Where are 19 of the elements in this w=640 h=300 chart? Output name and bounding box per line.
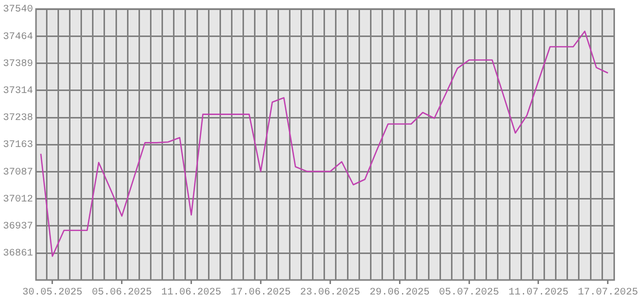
x-tick-label: 17.07.2025 (578, 288, 638, 299)
x-tick-label: 17.06.2025 (230, 288, 291, 299)
x-tick-label: 30.05.2025 (22, 288, 82, 299)
y-tick-label: 37314 (2, 86, 34, 97)
y-tick-label: 36937 (2, 221, 34, 232)
x-tick-label: 11.07.2025 (508, 288, 568, 299)
x-tick-label: 05.07.2025 (439, 288, 500, 299)
x-tick-label: 05.06.2025 (92, 288, 152, 299)
y-tick-label: 37540 (2, 4, 34, 16)
y-tick-label: 37464 (2, 32, 34, 43)
x-tick-label: 23.06.2025 (300, 288, 360, 299)
y-tick-label: 36861 (2, 248, 34, 260)
x-tick-label: 11.06.2025 (161, 288, 222, 299)
x-tick-label: 29.06.2025 (370, 288, 430, 299)
y-tick-label: 37087 (2, 167, 34, 178)
y-tick-label: 37163 (2, 140, 34, 152)
y-tick-label: 37238 (2, 113, 34, 124)
y-tick-label: 37012 (2, 194, 34, 206)
y-tick-label: 37389 (2, 58, 34, 70)
